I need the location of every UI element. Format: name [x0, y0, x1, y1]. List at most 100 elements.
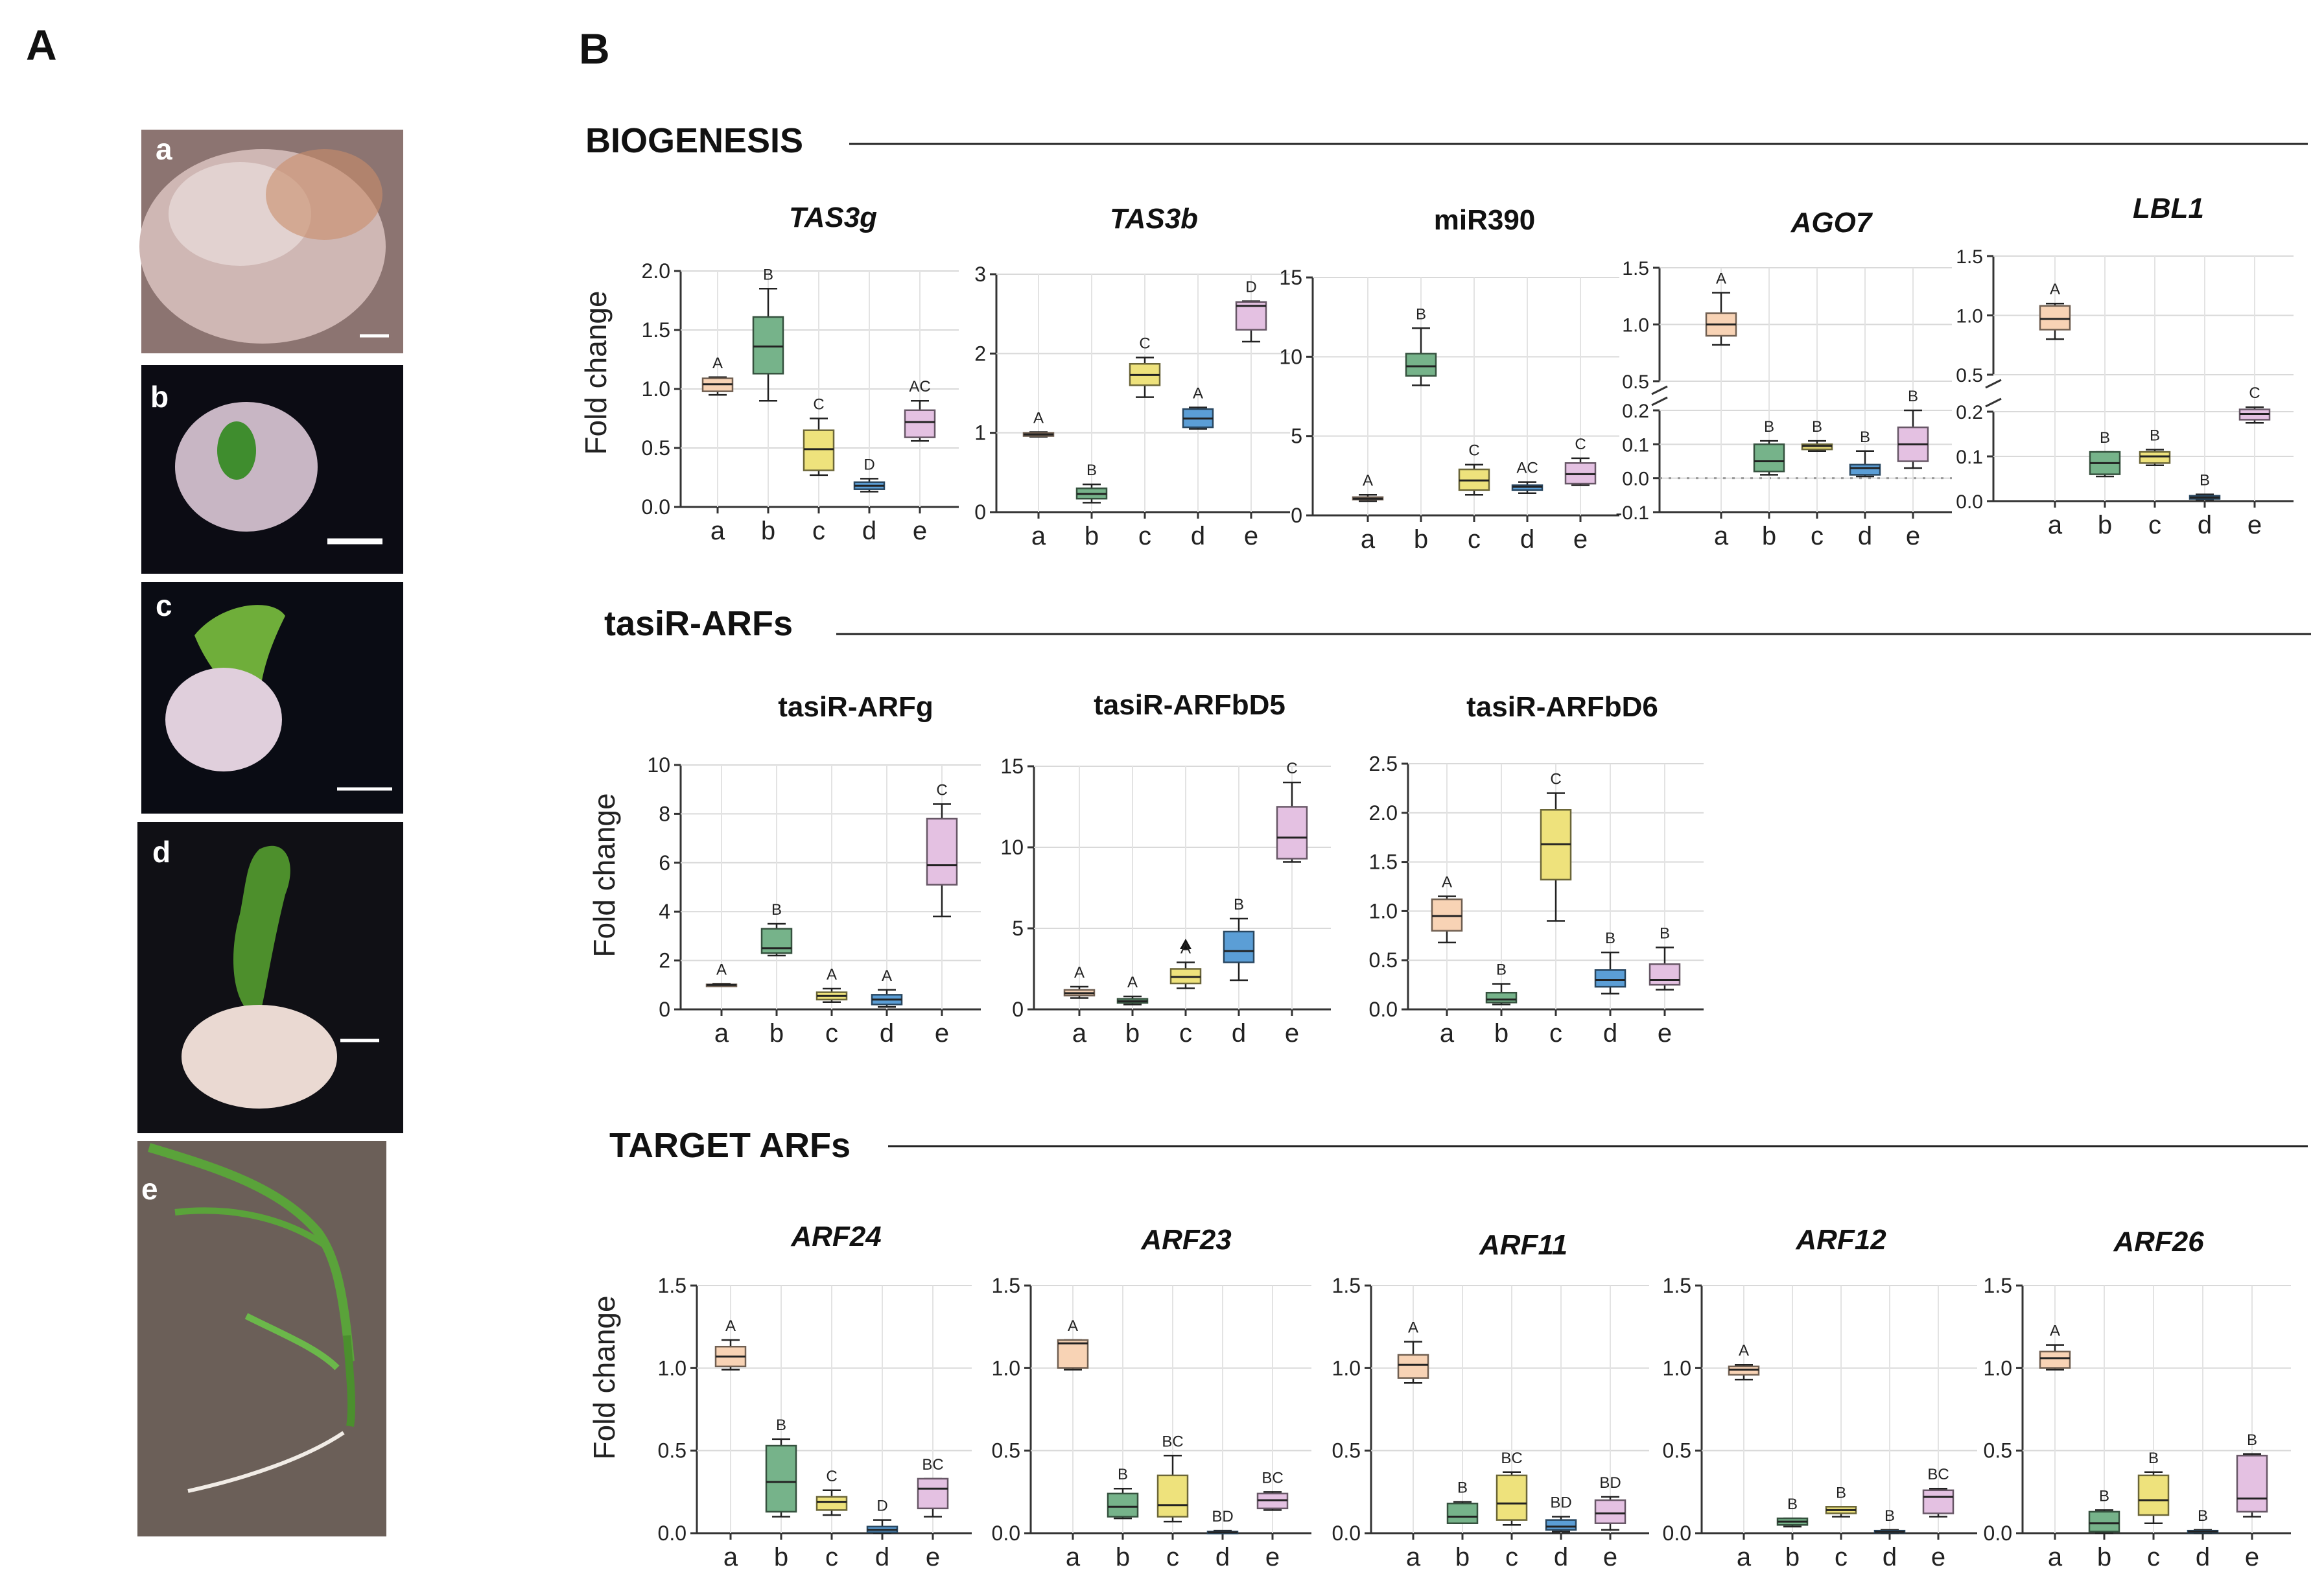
chart-tasir-arfg: tasiR-ARFg 0 2 4 6 8 10 a Ab Bc Ad Ae C: [647, 691, 981, 1048]
photo-e-stem: [343, 1335, 356, 1427]
axis-break-mark: [1985, 379, 2002, 389]
chart-title: ARF24: [790, 1221, 881, 1252]
x-tick-label: d: [1858, 522, 1872, 550]
significance-letter: BC: [922, 1456, 943, 1474]
box-a: [1057, 1339, 1089, 1369]
significance-letter: A: [725, 1317, 736, 1335]
x-tick-label: c: [1549, 1019, 1562, 1048]
y-axis-label-row2: Fold change: [587, 793, 621, 957]
significance-letter: BC: [1162, 1433, 1183, 1450]
significance-letter: B: [1787, 1496, 1798, 1513]
y-tick-label: 0.0: [642, 495, 670, 519]
y-tick-label: 1.5: [1984, 1274, 2012, 1297]
x-tick-label: b: [1494, 1019, 1508, 1048]
photo-d-tag: d: [152, 835, 170, 869]
significance-letter: A: [1127, 974, 1138, 991]
box-d: [1223, 930, 1255, 963]
chart-tas3b: TAS3b 0 1 2 3 a Ab Bc Cd Ae D: [974, 203, 1290, 550]
x-tick-label: e: [926, 1543, 940, 1571]
y-tick-label: 0.0: [1956, 491, 1983, 513]
box-b: [760, 928, 793, 954]
section-header-target: TARGET ARFs: [609, 1126, 2308, 1165]
significance-letter: B: [1416, 305, 1426, 323]
y-tick-label: 0.1: [1622, 434, 1649, 456]
y-tick-label: 0.2: [1622, 401, 1649, 422]
y-tick-label: 0: [974, 500, 986, 524]
x-tick-label: a: [710, 517, 725, 545]
x-tick-label: c: [1179, 1019, 1192, 1048]
significance-letter: A: [827, 966, 837, 983]
y-tick-label: 1.0: [992, 1356, 1020, 1380]
x-tick-label: b: [1455, 1543, 1470, 1571]
x-tick-label: b: [1762, 522, 1776, 550]
chart-title: tasiR-ARFbD5: [1094, 689, 1285, 721]
significance-letter: A: [1033, 409, 1044, 427]
y-tick-label: 0.5: [992, 1439, 1020, 1463]
box-a: [1397, 1354, 1429, 1379]
x-tick-label: c: [1468, 525, 1481, 554]
x-tick-label: d: [1232, 1019, 1246, 1048]
x-tick-label: c: [1166, 1543, 1179, 1571]
section-header-tasir: tasiR-ARFs: [604, 604, 2311, 643]
y-tick-label: 2.0: [1369, 801, 1398, 825]
panel-label-a: A: [26, 21, 57, 69]
y-tick-label: 10: [1000, 836, 1024, 859]
x-tick-label: d: [862, 517, 876, 545]
x-tick-label: a: [2048, 511, 2063, 539]
y-tick-label: 1.0: [1369, 899, 1398, 923]
significance-letter: A: [1408, 1319, 1418, 1337]
box-b: [752, 316, 784, 375]
y-tick-label: 0.0: [1622, 469, 1649, 490]
y-tick-label: 2: [659, 949, 670, 972]
significance-letter: C: [826, 1468, 837, 1485]
x-tick-label: d: [1191, 522, 1205, 550]
photo-e-leaf-2: [174, 1207, 326, 1248]
box-e: [1922, 1489, 1954, 1514]
chart-title: AGO7: [1790, 207, 1873, 239]
significance-letter: B: [776, 1417, 786, 1434]
x-tick-label: a: [1361, 525, 1376, 554]
x-tick-label: c: [2148, 511, 2161, 539]
box-b: [765, 1444, 797, 1513]
significance-letter: A: [1193, 385, 1203, 403]
significance-letter: B: [1908, 388, 1918, 405]
significance-letter: B: [2198, 1507, 2208, 1525]
x-tick-label: c: [1138, 522, 1151, 550]
y-tick-label: 1.0: [1984, 1356, 2012, 1380]
photo-a-tag: a: [156, 132, 172, 166]
box-b: [1405, 353, 1437, 377]
significance-letter: B: [1118, 1466, 1128, 1483]
significance-letter: A: [2050, 281, 2060, 298]
y-tick-label: 1.0: [658, 1356, 687, 1380]
chart-tas3g: TAS3g 0.0 0.5 1.0 1.5 2.0 a Ab Bc Cd De AC: [642, 202, 959, 545]
x-tick-label: b: [1414, 525, 1428, 554]
y-tick-label: 0.5: [1622, 371, 1649, 393]
box-a: [2039, 305, 2071, 331]
x-tick-label: d: [1554, 1543, 1568, 1571]
y-tick-label: 0.5: [642, 436, 670, 460]
box-a: [2039, 1350, 2071, 1369]
y-tick-label: 1.0: [642, 377, 670, 401]
y-tick-label: 1.5: [658, 1274, 687, 1297]
x-tick-label: a: [1406, 1543, 1421, 1571]
photo-d-callus: [182, 1005, 337, 1109]
significance-letter: A: [1363, 472, 1373, 489]
chart-title: TAS3g: [789, 202, 877, 233]
y-tick-label: 1.5: [1369, 851, 1398, 874]
y-tick-label: 0.0: [1369, 998, 1398, 1021]
significance-letter: A: [1068, 1317, 1078, 1335]
y-tick-label: 1: [974, 421, 986, 445]
significance-letter: B: [1884, 1507, 1895, 1525]
y-tick-label: 15: [1279, 266, 1302, 289]
significance-letter: B: [1660, 924, 1670, 942]
x-tick-label: b: [761, 517, 775, 545]
chart-title: tasiR-ARFg: [778, 691, 933, 723]
section-title: tasiR-ARFs: [604, 604, 793, 643]
chart-tasir-arfbd5: tasiR-ARFbD5 0 5 10 15 a Ab Ac Ad Be C: [1000, 689, 1331, 1048]
box-e: [2236, 1455, 2268, 1513]
y-tick-label: 0.2: [1956, 402, 1983, 423]
photo-e-tag: e: [141, 1172, 158, 1206]
